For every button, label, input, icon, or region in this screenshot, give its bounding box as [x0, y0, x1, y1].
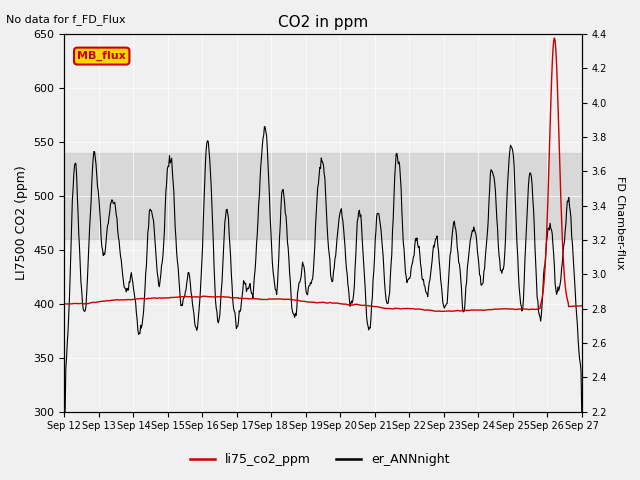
Text: MB_flux: MB_flux — [77, 51, 126, 61]
Bar — [65, 153, 582, 239]
Y-axis label: FD Chamber-flux: FD Chamber-flux — [615, 176, 625, 270]
Legend: li75_co2_ppm, er_ANNnight: li75_co2_ppm, er_ANNnight — [186, 448, 454, 471]
Y-axis label: LI7500 CO2 (ppm): LI7500 CO2 (ppm) — [15, 166, 28, 280]
Title: CO2 in ppm: CO2 in ppm — [278, 15, 368, 30]
Text: No data for f_FD_Flux: No data for f_FD_Flux — [6, 14, 126, 25]
